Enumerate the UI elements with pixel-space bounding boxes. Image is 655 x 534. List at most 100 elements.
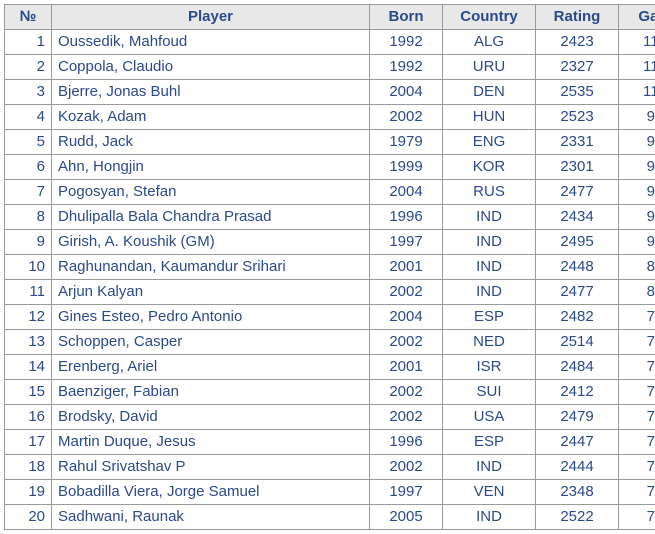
cell: Arjun Kalyan: [52, 280, 370, 305]
cell: 2444: [536, 455, 619, 480]
cell: 2002: [370, 280, 443, 305]
cell: 13: [5, 330, 52, 355]
cell: 78: [619, 305, 655, 330]
table-row: 9Girish, A. Koushik (GM)1997IND249590: [5, 230, 655, 255]
cell: 20: [5, 505, 52, 530]
cell: 2004: [370, 305, 443, 330]
cell: 2327: [536, 55, 619, 80]
header-rating: Rating: [536, 5, 619, 30]
cell: 9: [5, 230, 52, 255]
cell: 1992: [370, 55, 443, 80]
cell: 2477: [536, 280, 619, 305]
cell: 2002: [370, 105, 443, 130]
cell: 2484: [536, 355, 619, 380]
table-row: 16Brodsky, David2002USA247975: [5, 405, 655, 430]
cell: 7: [5, 180, 52, 205]
cell: 2522: [536, 505, 619, 530]
cell: 96: [619, 155, 655, 180]
table-row: 1Oussedik, Mahfoud1992ALG2423118: [5, 30, 655, 55]
cell: 5: [5, 130, 52, 155]
cell: 2479: [536, 405, 619, 430]
cell: Martin Duque, Jesus: [52, 430, 370, 455]
cell: Gines Esteo, Pedro Antonio: [52, 305, 370, 330]
table-row: 14Erenberg, Ariel2001ISR248475: [5, 355, 655, 380]
cell: Brodsky, David: [52, 405, 370, 430]
header-country: Country: [443, 5, 536, 30]
cell: 17: [5, 430, 52, 455]
cell: 2331: [536, 130, 619, 155]
cell: 75: [619, 405, 655, 430]
cell: IND: [443, 205, 536, 230]
cell: 74: [619, 480, 655, 505]
cell: 2448: [536, 255, 619, 280]
cell: Rahul Srivatshav P: [52, 455, 370, 480]
table-row: 17Martin Duque, Jesus1996ESP244774: [5, 430, 655, 455]
cell: ISR: [443, 355, 536, 380]
cell: 1999: [370, 155, 443, 180]
cell: 98: [619, 105, 655, 130]
cell: 1992: [370, 30, 443, 55]
cell: 2001: [370, 355, 443, 380]
cell: Bobadilla Viera, Jorge Samuel: [52, 480, 370, 505]
cell: 95: [619, 180, 655, 205]
cell: 1997: [370, 480, 443, 505]
cell: 2301: [536, 155, 619, 180]
table-row: 11Arjun Kalyan2002IND247782: [5, 280, 655, 305]
table-row: 13Schoppen, Casper2002NED251476: [5, 330, 655, 355]
header-num: №: [5, 5, 52, 30]
cell: 2002: [370, 455, 443, 480]
table-row: 5Rudd, Jack1979ENG233197: [5, 130, 655, 155]
table-row: 8Dhulipalla Bala Chandra Prasad1996IND24…: [5, 205, 655, 230]
cell: Pogosyan, Stefan: [52, 180, 370, 205]
cell: 2004: [370, 80, 443, 105]
cell: Coppola, Claudio: [52, 55, 370, 80]
cell: 82: [619, 280, 655, 305]
cell: USA: [443, 405, 536, 430]
cell: 3: [5, 80, 52, 105]
cell: 2423: [536, 30, 619, 55]
cell: URU: [443, 55, 536, 80]
cell: RUS: [443, 180, 536, 205]
cell: 2002: [370, 405, 443, 430]
cell: 1: [5, 30, 52, 55]
cell: 118: [619, 30, 655, 55]
cell: Rudd, Jack: [52, 130, 370, 155]
header-born: Born: [370, 5, 443, 30]
cell: 11: [5, 280, 52, 305]
cell: 8: [5, 205, 52, 230]
cell: 2412: [536, 380, 619, 405]
table-row: 15Baenziger, Fabian2002SUI241275: [5, 380, 655, 405]
cell: 2477: [536, 180, 619, 205]
cell: IND: [443, 255, 536, 280]
cell: 1996: [370, 430, 443, 455]
cell: Sadhwani, Raunak: [52, 505, 370, 530]
cell: IND: [443, 505, 536, 530]
cell: Raghunandan, Kaumandur Srihari: [52, 255, 370, 280]
cell: 1997: [370, 230, 443, 255]
cell: 6: [5, 155, 52, 180]
header-gain: Gain: [619, 5, 655, 30]
table-row: 4Kozak, Adam2002HUN252398: [5, 105, 655, 130]
cell: 97: [619, 130, 655, 155]
cell: DEN: [443, 80, 536, 105]
cell: 2523: [536, 105, 619, 130]
cell: KOR: [443, 155, 536, 180]
cell: 75: [619, 380, 655, 405]
cell: VEN: [443, 480, 536, 505]
cell: Baenziger, Fabian: [52, 380, 370, 405]
cell: 74: [619, 430, 655, 455]
table-row: 20Sadhwani, Raunak2005IND252271: [5, 505, 655, 530]
cell: ALG: [443, 30, 536, 55]
table-row: 3Bjerre, Jonas Buhl2004DEN2535113: [5, 80, 655, 105]
cell: 18: [5, 455, 52, 480]
cell: 2514: [536, 330, 619, 355]
table-row: 18Rahul Srivatshav P2002IND244474: [5, 455, 655, 480]
cell: 4: [5, 105, 52, 130]
cell: 2002: [370, 330, 443, 355]
cell: 1979: [370, 130, 443, 155]
cell: 2004: [370, 180, 443, 205]
cell: Kozak, Adam: [52, 105, 370, 130]
cell: Ahn, Hongjin: [52, 155, 370, 180]
cell: SUI: [443, 380, 536, 405]
cell: 113: [619, 80, 655, 105]
